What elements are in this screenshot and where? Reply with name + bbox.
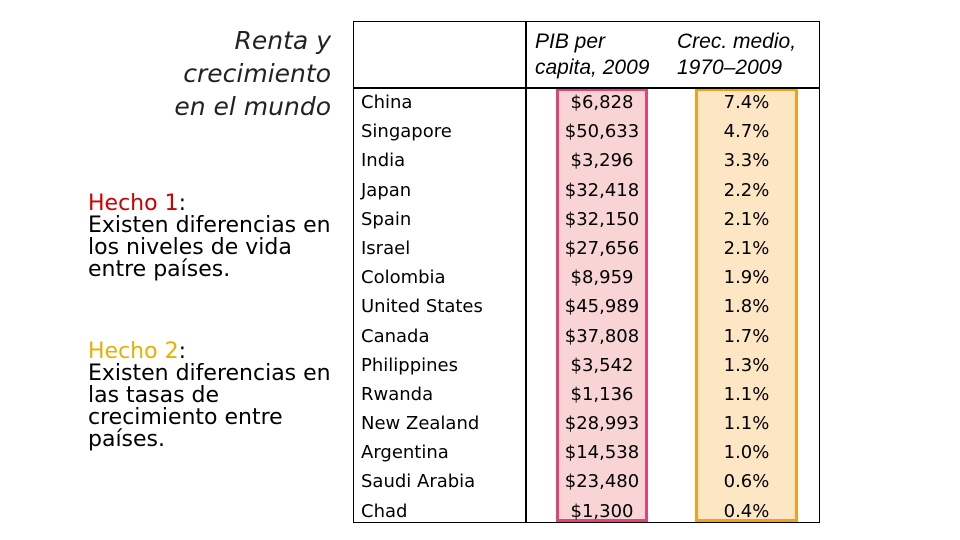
fact-1: Hecho 1: Existen diferencias en los nive… — [88, 193, 333, 281]
growth-cell: 1.9% — [723, 267, 770, 289]
title-line-3: en el mundo — [174, 92, 331, 121]
country-cell: Chad — [361, 500, 408, 522]
growth-cell: 1.8% — [723, 296, 770, 318]
slide-title: Renta y crecimiento en el mundo — [174, 24, 331, 123]
fact-2-colon: : — [178, 339, 186, 364]
header-growth-line-1: Crec. medio, — [677, 30, 797, 53]
growth-column: 7.4% 4.7% 3.3% 2.2% 2.1% 2.1% 1.9% 1.8% 1.7% 1.3%… — [695, 88, 798, 526]
fact-2-text: Existen diferencias en las tasas de crec… — [88, 361, 331, 452]
gdp-cell: $1,300 — [570, 500, 634, 522]
header-gdp-line-2: capita, 2009 — [535, 56, 650, 79]
growth-cell: 1.1% — [723, 413, 770, 435]
growth-cell: 1.3% — [723, 354, 770, 376]
gdp-cell: $32,150 — [564, 208, 640, 230]
growth-cell: 3.3% — [723, 150, 770, 172]
gdp-cell: $14,538 — [564, 442, 640, 464]
gdp-column: $6,828 $50,633 $3,296 $32,418 $32,150 $27,656… — [556, 88, 648, 526]
header-growth-line-2: 1970–2009 — [677, 56, 783, 79]
data-table-frame — [353, 21, 820, 523]
gdp-cell: $32,418 — [564, 179, 640, 201]
growth-cell: 1.1% — [723, 383, 770, 405]
gdp-cell: $27,656 — [564, 237, 640, 259]
fact-1-label: Hecho 1 — [88, 191, 179, 216]
table-column-divider — [525, 21, 527, 523]
country-cell: Canada — [361, 325, 430, 347]
growth-cell: 0.6% — [723, 471, 770, 493]
title-line-2: crecimiento — [183, 59, 331, 88]
country-cell: United States — [361, 296, 483, 318]
country-cell: Philippines — [361, 354, 458, 376]
growth-cell: 7.4% — [723, 92, 770, 113]
gdp-cell: $50,633 — [564, 121, 640, 143]
header-gdp: PIB per capita, 2009 — [535, 29, 649, 81]
title-line-1: Renta y — [234, 26, 331, 55]
fact-2: Hecho 2: Existen diferencias en las tasa… — [88, 341, 333, 451]
gdp-column-highlight — [556, 88, 648, 522]
fact-1-text: Existen diferencias en los niveles de vi… — [88, 213, 331, 282]
country-cell: Singapore — [361, 121, 452, 143]
growth-column-highlight — [695, 88, 798, 522]
table-header-divider — [353, 87, 820, 89]
gdp-cell: $3,542 — [570, 354, 634, 376]
fact-1-colon: : — [178, 191, 186, 216]
country-cell: Rwanda — [361, 383, 434, 405]
country-cell: Colombia — [361, 267, 446, 289]
country-cell: Saudi Arabia — [361, 471, 476, 493]
fact-2-label: Hecho 2 — [88, 339, 179, 364]
growth-cell: 1.7% — [723, 325, 770, 347]
gdp-cell: $3,296 — [570, 150, 634, 172]
growth-cell: 4.7% — [723, 121, 770, 143]
gdp-cell: $28,993 — [564, 413, 640, 435]
country-cell: Japan — [361, 179, 412, 201]
country-cell: China — [361, 92, 413, 113]
header-gdp-line-1: PIB per — [535, 30, 606, 53]
gdp-cell: $8,959 — [570, 267, 634, 289]
gdp-cell: $45,989 — [564, 296, 640, 318]
country-cell: Argentina — [361, 442, 449, 464]
country-cell: New Zealand — [361, 413, 480, 435]
growth-cell: 2.2% — [723, 179, 770, 201]
gdp-cell: $1,136 — [570, 383, 634, 405]
country-cell: Spain — [361, 208, 412, 230]
gdp-cell: $23,480 — [564, 471, 640, 493]
header-growth: Crec. medio, 1970–2009 — [677, 29, 796, 81]
country-column: China Singapore India Japan Spain Israel Colom… — [361, 88, 483, 526]
country-cell: India — [361, 150, 406, 172]
growth-cell: 1.0% — [723, 442, 770, 464]
gdp-cell: $37,808 — [564, 325, 640, 347]
growth-cell: 0.4% — [723, 500, 770, 522]
growth-cell: 2.1% — [723, 208, 770, 230]
growth-cell: 2.1% — [723, 237, 770, 259]
country-cell: Israel — [361, 237, 411, 259]
gdp-cell: $6,828 — [570, 92, 634, 113]
